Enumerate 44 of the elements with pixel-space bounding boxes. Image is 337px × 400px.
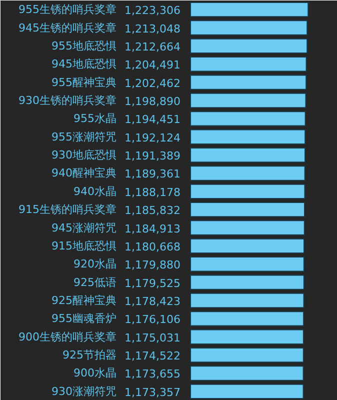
y-tick-label: 945生锈的哨兵奖章 bbox=[18, 21, 117, 34]
y-tick-label: 955幽魂香炉 bbox=[52, 312, 117, 326]
data-label: 1,176,106 bbox=[124, 313, 180, 326]
y-tick-label: 955醒神宝典 bbox=[52, 76, 117, 89]
data-label: 1,173,655 bbox=[124, 368, 180, 381]
y-tick-label: 900水晶 bbox=[74, 366, 117, 380]
y-tick-label: 925低语 bbox=[74, 276, 117, 289]
data-label: 1,189,361 bbox=[124, 168, 180, 181]
data-label: 1,202,462 bbox=[124, 76, 180, 90]
data-label: 1,173,357 bbox=[124, 386, 180, 399]
data-label: 1,223,306 bbox=[124, 4, 180, 18]
data-label: 1,204,491 bbox=[124, 58, 180, 72]
y-tick-label: 915生锈的哨兵奖章 bbox=[18, 203, 117, 216]
data-label: 1,179,525 bbox=[124, 276, 180, 290]
y-tick-label: 955涨潮符咒 bbox=[52, 130, 117, 144]
y-tick-label: 930涨潮符咒 bbox=[52, 384, 117, 398]
y-tick-label: 915地底恐惧 bbox=[52, 239, 117, 252]
y-tick-label: 955水晶 bbox=[74, 112, 117, 126]
y-tick-label: 925醒神宝典 bbox=[52, 294, 117, 307]
data-label: 1,194,451 bbox=[124, 113, 180, 126]
data-label: 1,184,913 bbox=[124, 222, 180, 236]
data-label: 1,191,389 bbox=[124, 150, 180, 163]
data-label: 1,175,031 bbox=[124, 331, 180, 344]
y-tick-label: 955生锈的哨兵奖章 bbox=[18, 3, 117, 16]
y-tick-label: 955地底恐惧 bbox=[52, 39, 117, 52]
data-label: 1,188,178 bbox=[124, 186, 180, 199]
data-label: 1,192,124 bbox=[124, 131, 180, 144]
y-tick-label: 930生锈的哨兵奖章 bbox=[18, 94, 117, 107]
data-label: 1,212,664 bbox=[124, 40, 180, 54]
data-label: 1,185,832 bbox=[124, 204, 180, 218]
data-label: 1,174,522 bbox=[124, 350, 180, 363]
y-tick-label: 945涨潮符咒 bbox=[52, 221, 117, 234]
y-tick-label: 920水晶 bbox=[74, 258, 117, 271]
y-tick-label: 930地底恐惧 bbox=[52, 148, 117, 162]
y-tick-label: 945地底恐惧 bbox=[52, 58, 117, 71]
data-label: 1,178,423 bbox=[124, 295, 180, 308]
data-label: 1,179,880 bbox=[124, 258, 180, 272]
y-tick-label: 900生锈的哨兵奖章 bbox=[18, 330, 117, 344]
y-tick-label: 940醒神宝典 bbox=[52, 166, 117, 180]
y-tick-label: 925节拍器 bbox=[62, 348, 117, 362]
data-label: 1,213,048 bbox=[124, 22, 180, 36]
data-label: 1,198,890 bbox=[124, 95, 180, 108]
y-tick-label: 940水晶 bbox=[74, 184, 117, 198]
data-label: 1,180,668 bbox=[124, 240, 180, 254]
